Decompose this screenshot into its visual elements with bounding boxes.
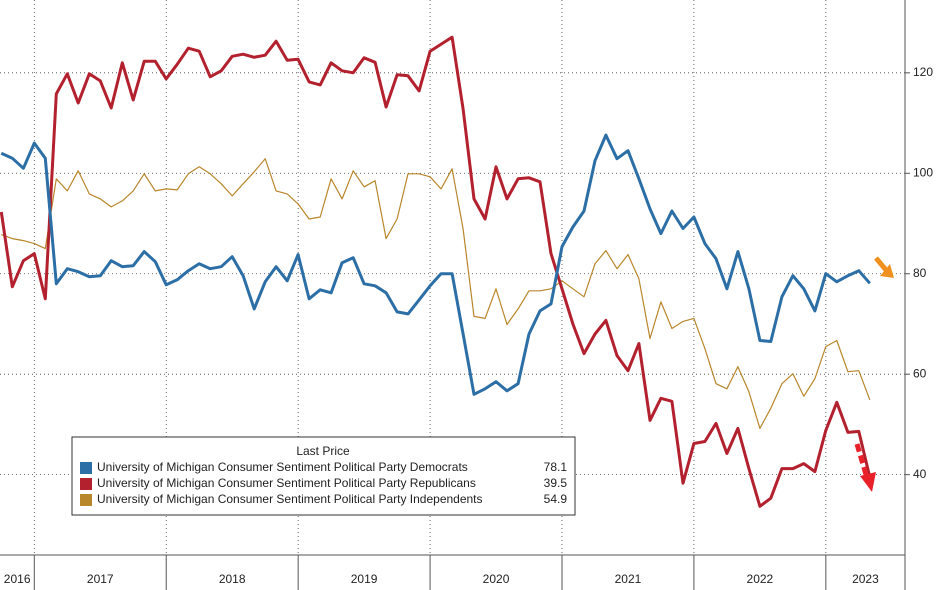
arrow-orange	[874, 256, 894, 278]
legend-label: University of Michigan Consumer Sentimen…	[97, 476, 476, 490]
legend-title: Last Price	[296, 444, 350, 458]
y-tick-label: 80	[913, 266, 927, 280]
x-tick-label: 2018	[219, 572, 246, 586]
x-tick-label: 2016	[4, 572, 31, 586]
x-tick-label: 2020	[483, 572, 510, 586]
y-tick-label: 60	[913, 366, 927, 380]
y-tick-label: 100	[913, 165, 933, 179]
x-tick-label: 2019	[351, 572, 378, 586]
series-line	[0, 35, 872, 508]
series-line	[0, 133, 871, 396]
legend-last-value: 39.5	[544, 476, 568, 490]
legend-swatch	[80, 462, 92, 474]
legend: Last Price University of Michigan Consum…	[71, 436, 576, 516]
legend-label: University of Michigan Consumer Sentimen…	[97, 460, 468, 474]
legend-box	[71, 436, 576, 516]
series-line	[1, 158, 871, 429]
y-tick-label: 120	[913, 65, 933, 79]
legend-label: University of Michigan Consumer Sentimen…	[97, 492, 483, 506]
legend-last-value: 54.9	[544, 492, 568, 506]
y-tick-label: 40	[913, 467, 927, 481]
x-tick-label: 2023	[852, 572, 879, 586]
legend-last-value: 78.1	[544, 460, 568, 474]
x-tick-label: 2021	[615, 572, 642, 586]
x-tick-label: 2017	[87, 572, 114, 586]
legend-swatch	[80, 478, 92, 490]
legend-swatch	[80, 494, 92, 506]
arrow-red	[854, 443, 876, 492]
x-tick-label: 2022	[747, 572, 774, 586]
lines	[0, 35, 872, 508]
